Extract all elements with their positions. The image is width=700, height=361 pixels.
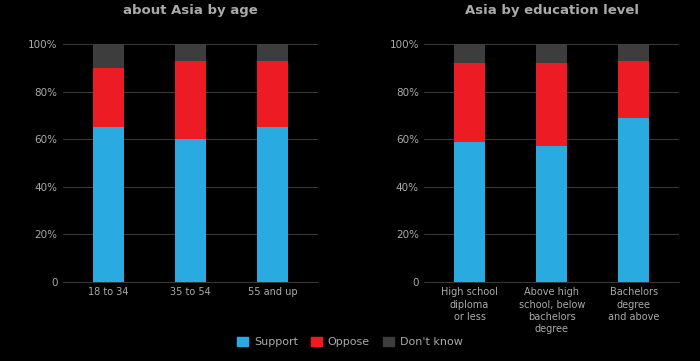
Bar xyxy=(92,44,124,68)
Bar xyxy=(454,44,485,63)
Bar xyxy=(92,127,124,282)
Bar xyxy=(536,63,567,146)
Bar xyxy=(92,68,124,127)
Bar xyxy=(257,127,288,282)
Bar xyxy=(175,61,206,139)
Bar xyxy=(618,118,650,282)
Bar xyxy=(257,44,288,61)
Bar xyxy=(454,63,485,142)
Title: Support for teaching about
Asia by education level: Support for teaching about Asia by educa… xyxy=(449,0,654,17)
Title: Support for teaching
about Asia by age: Support for teaching about Asia by age xyxy=(112,0,268,17)
Bar xyxy=(454,142,485,282)
Bar xyxy=(536,146,567,282)
Bar xyxy=(175,139,206,282)
Bar xyxy=(257,61,288,127)
Legend: Support, Oppose, Don't know: Support, Oppose, Don't know xyxy=(232,333,468,352)
Bar xyxy=(618,44,650,61)
Bar xyxy=(536,44,567,63)
Bar xyxy=(618,61,650,118)
Bar xyxy=(175,44,206,61)
